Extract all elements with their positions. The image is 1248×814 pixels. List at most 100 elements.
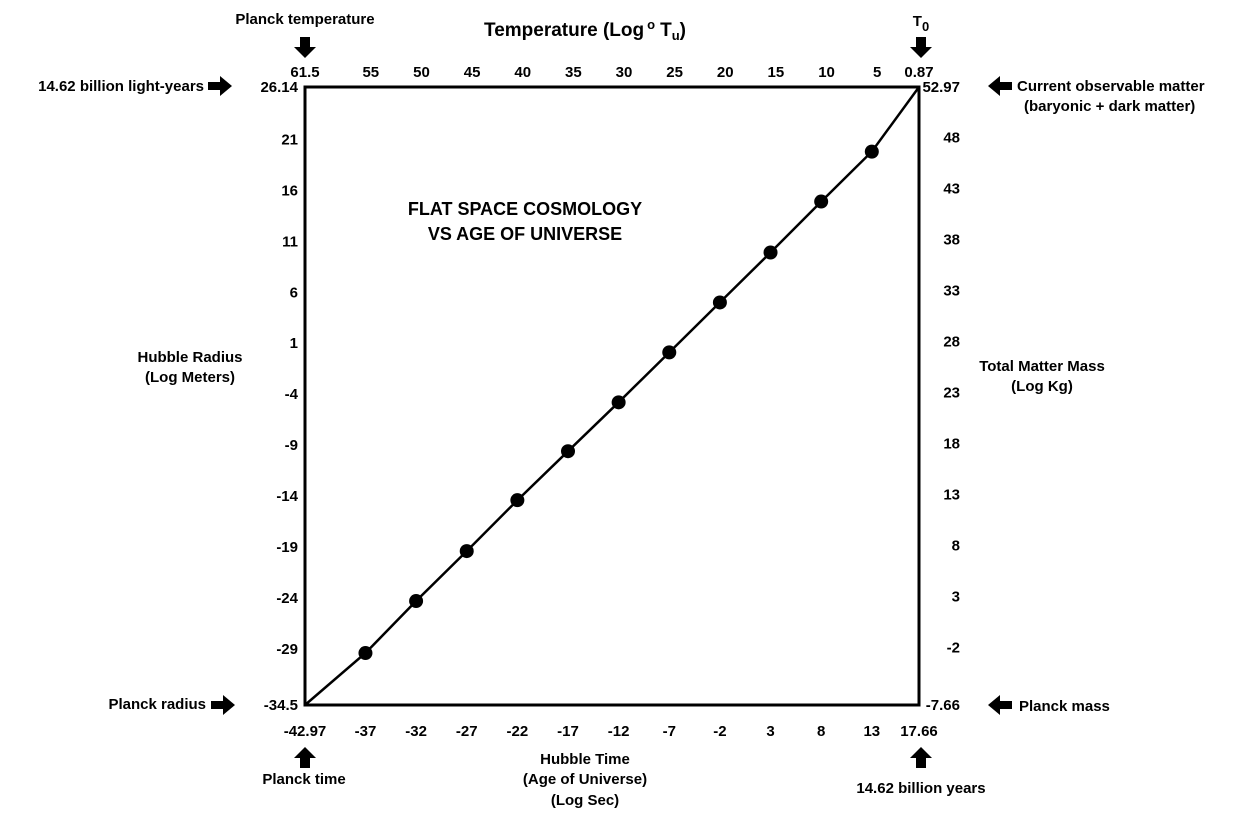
right-tick-label: 3 bbox=[952, 588, 960, 605]
y-tick-label: 16 bbox=[281, 182, 298, 199]
current-matter-label-line-2: (baryonic + dark matter) bbox=[1024, 98, 1195, 115]
x-tick-label: -27 bbox=[456, 723, 478, 740]
y-tick-label: 26.14 bbox=[260, 79, 298, 96]
y-tick-label: -24 bbox=[276, 590, 298, 607]
t0-arrow bbox=[910, 37, 932, 58]
right-tick-label: 8 bbox=[952, 537, 960, 554]
t0-text: T bbox=[913, 13, 922, 30]
top-tick-label: 40 bbox=[514, 64, 531, 81]
planck-radius-arrow bbox=[211, 695, 235, 715]
planck-temperature-label: Planck temperature bbox=[235, 11, 374, 28]
top-tick-label: 5 bbox=[873, 64, 881, 81]
x-tick-label: 17.66 bbox=[900, 723, 938, 740]
x-axis-label-line-3: (Log Sec) bbox=[551, 792, 619, 809]
top-tick-label: 30 bbox=[616, 64, 633, 81]
top-tick-label: 20 bbox=[717, 64, 734, 81]
top-axis-title-text: Temperature (Log bbox=[484, 20, 644, 41]
top-tick-label: 45 bbox=[464, 64, 481, 81]
data-point bbox=[358, 646, 373, 661]
planck-radius-label: Planck radius bbox=[108, 696, 206, 713]
y-tick-label: -34.5 bbox=[264, 697, 298, 714]
x-tick-label: 3 bbox=[766, 723, 774, 740]
y-tick-label: -4 bbox=[285, 386, 299, 403]
top-axis-title: Temperature (Log o Tu) bbox=[484, 17, 686, 43]
y-tick-label: 6 bbox=[290, 284, 298, 301]
planck-time-arrow bbox=[294, 747, 316, 768]
y-tick-label: 21 bbox=[281, 131, 298, 148]
y-tick-label: -14 bbox=[276, 488, 298, 505]
light-years-label: 14.62 billion light-years bbox=[38, 78, 204, 95]
x-tick-label: -12 bbox=[608, 723, 630, 740]
degree-sign: o bbox=[647, 17, 655, 32]
right-tick-label: -7.66 bbox=[926, 697, 960, 714]
y-tick-label: -19 bbox=[276, 539, 298, 556]
top-axis-unit: T bbox=[660, 20, 672, 41]
data-point bbox=[763, 245, 778, 260]
planck-temperature-arrow bbox=[294, 37, 316, 58]
right-axis-ticks: 52.97 48 43 38 33 28 23 18 13 8 3 -2 -7.66 bbox=[922, 79, 960, 714]
billion-years-arrow bbox=[910, 747, 932, 768]
top-tick-label: 35 bbox=[565, 64, 582, 81]
x-tick-label: 8 bbox=[817, 723, 825, 740]
data-point bbox=[510, 493, 525, 508]
top-tick-label: 61.5 bbox=[290, 64, 319, 81]
top-axis-unit-sub: u bbox=[672, 28, 680, 43]
chart-title-line-2: VS AGE OF UNIVERSE bbox=[428, 224, 622, 244]
x-tick-label: -32 bbox=[405, 723, 427, 740]
top-axis-ticks: 61.5 55 50 45 40 35 30 25 20 15 10 5 0.87 bbox=[290, 64, 933, 81]
data-point bbox=[864, 144, 879, 159]
right-tick-label: 48 bbox=[943, 130, 960, 147]
data-point bbox=[459, 544, 474, 559]
current-matter-arrow bbox=[988, 76, 1012, 96]
x-tick-label: -17 bbox=[557, 723, 579, 740]
plot-frame bbox=[303, 85, 921, 707]
y-axis-ticks: 26.14 21 16 11 6 1 -4 -9 -14 -19 -24 -29 -34.5 bbox=[260, 79, 298, 714]
x-tick-label: -42.97 bbox=[284, 723, 327, 740]
x-tick-label: -22 bbox=[507, 723, 529, 740]
y-tick-label: -9 bbox=[285, 437, 298, 454]
right-tick-label: 52.97 bbox=[922, 79, 960, 96]
planck-time-label: Planck time bbox=[262, 771, 345, 788]
series-group bbox=[304, 86, 921, 706]
data-point bbox=[409, 594, 424, 609]
y-tick-label: 1 bbox=[290, 335, 298, 352]
right-tick-label: 38 bbox=[943, 232, 960, 249]
data-point bbox=[611, 395, 626, 410]
t0-subscript: 0 bbox=[922, 19, 929, 34]
planck-mass-label: Planck mass bbox=[1019, 698, 1110, 715]
y-tick-label: -29 bbox=[276, 641, 298, 658]
right-tick-label: 28 bbox=[943, 334, 960, 351]
x-axis-ticks: -42.97 -37 -32 -27 -22 -17 -12 -7 -2 3 8 13 17.66 bbox=[284, 723, 938, 740]
top-axis-close-paren: ) bbox=[680, 20, 686, 41]
data-point bbox=[814, 194, 829, 209]
right-tick-label: -2 bbox=[947, 639, 960, 656]
x-tick-label: -7 bbox=[663, 723, 676, 740]
right-tick-label: 13 bbox=[943, 486, 960, 503]
chart-title-line-1: FLAT SPACE COSMOLOGY bbox=[408, 199, 642, 219]
y-axis-label-line-2: (Log Meters) bbox=[145, 369, 235, 386]
top-tick-label: 0.87 bbox=[904, 64, 933, 81]
right-tick-label: 18 bbox=[943, 435, 960, 452]
x-tick-label: -37 bbox=[355, 723, 377, 740]
x-axis-label-line-1: Hubble Time bbox=[540, 751, 630, 768]
data-point bbox=[662, 345, 677, 360]
right-axis-label-line-2: (Log Kg) bbox=[1011, 378, 1073, 395]
y-tick-label: 11 bbox=[282, 233, 298, 250]
data-point bbox=[560, 444, 575, 459]
right-tick-label: 23 bbox=[943, 384, 960, 401]
current-matter-label-line-1: Current observable matter bbox=[1017, 78, 1205, 95]
light-years-arrow bbox=[208, 76, 232, 96]
right-tick-label: 43 bbox=[943, 181, 960, 198]
top-tick-label: 10 bbox=[818, 64, 835, 81]
right-axis-label-line-1: Total Matter Mass bbox=[979, 358, 1105, 375]
t0-label: T0 bbox=[913, 13, 929, 34]
x-tick-label: 13 bbox=[863, 723, 880, 740]
series-line bbox=[304, 86, 921, 706]
right-tick-label: 33 bbox=[943, 283, 960, 300]
planck-mass-arrow bbox=[988, 695, 1012, 715]
top-tick-label: 50 bbox=[413, 64, 430, 81]
top-tick-label: 25 bbox=[666, 64, 683, 81]
x-tick-label: -2 bbox=[713, 723, 726, 740]
y-axis-label-line-1: Hubble Radius bbox=[137, 349, 242, 366]
